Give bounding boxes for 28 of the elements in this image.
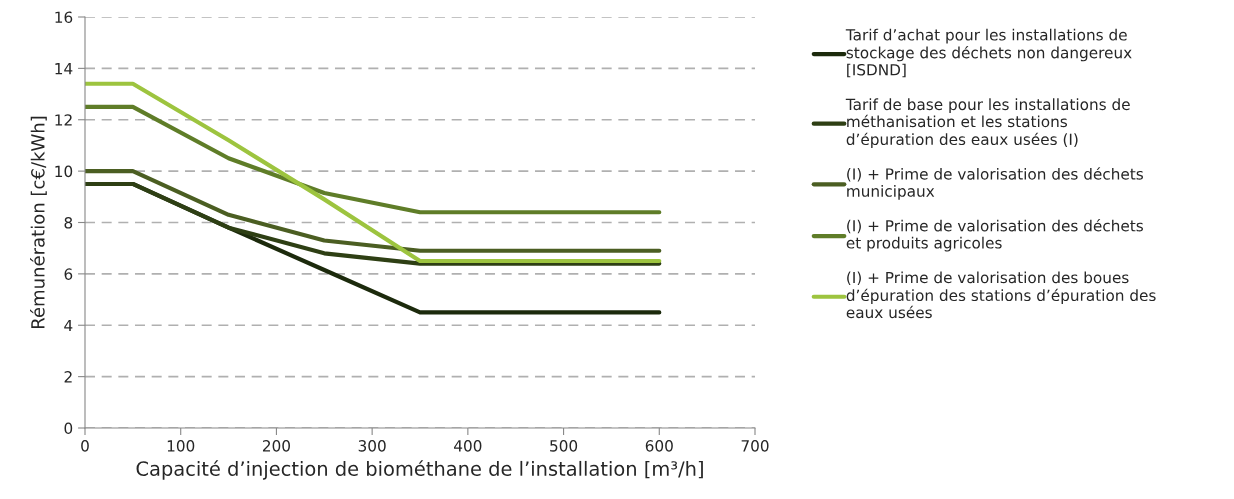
y-tick-label: 6 <box>64 268 73 280</box>
x-tick-label: 200 <box>262 440 290 452</box>
y-tick-label: 12 <box>55 114 72 126</box>
x-tick-label: 600 <box>645 440 673 452</box>
x-tick-label: 500 <box>550 440 578 452</box>
legend-label: Tarif d’achat pour les installations de stockage des déchets non dangereux [ISDND] <box>845 28 1132 78</box>
x-tick-label: 400 <box>454 440 482 452</box>
line-series <box>85 181 662 266</box>
y-axis-title: Rémunération [c€/kWh] <box>30 116 47 329</box>
y-tick-label: 14 <box>55 63 73 75</box>
y-tick-label: 0 <box>64 422 73 435</box>
legend-label: (I) + Prime de valorisation des déchets et produits agricoles <box>846 219 1143 252</box>
y-tick-label: 10 <box>55 165 73 178</box>
x-tick-label: 700 <box>741 440 769 452</box>
line-series <box>85 104 662 215</box>
y-tick-label: 2 <box>64 371 72 383</box>
y-tick-label: 4 <box>64 319 73 332</box>
line-series <box>85 169 662 253</box>
line-series <box>85 81 662 264</box>
x-tick-label: 300 <box>358 440 386 452</box>
legend-label: (I) + Prime de valorisation des déchets municipaux <box>847 167 1143 200</box>
legend-label: (I) + Prime de valorisation des boues d’épuration des stations d’épuration des eaux usées <box>846 271 1156 319</box>
legend-label: Tarif de base pour les installations de méthanisation et les stations d’épuration des eaux usées (I) <box>845 98 1130 149</box>
y-tick-label: 8 <box>64 216 73 229</box>
x-tick-label: 0 <box>81 440 89 452</box>
x-tick-label: 100 <box>167 440 195 452</box>
x-axis-title: Capacité d’injection de biométhane de l’installation [m³/h] <box>136 460 703 480</box>
y-tick-label: 16 <box>55 11 73 24</box>
